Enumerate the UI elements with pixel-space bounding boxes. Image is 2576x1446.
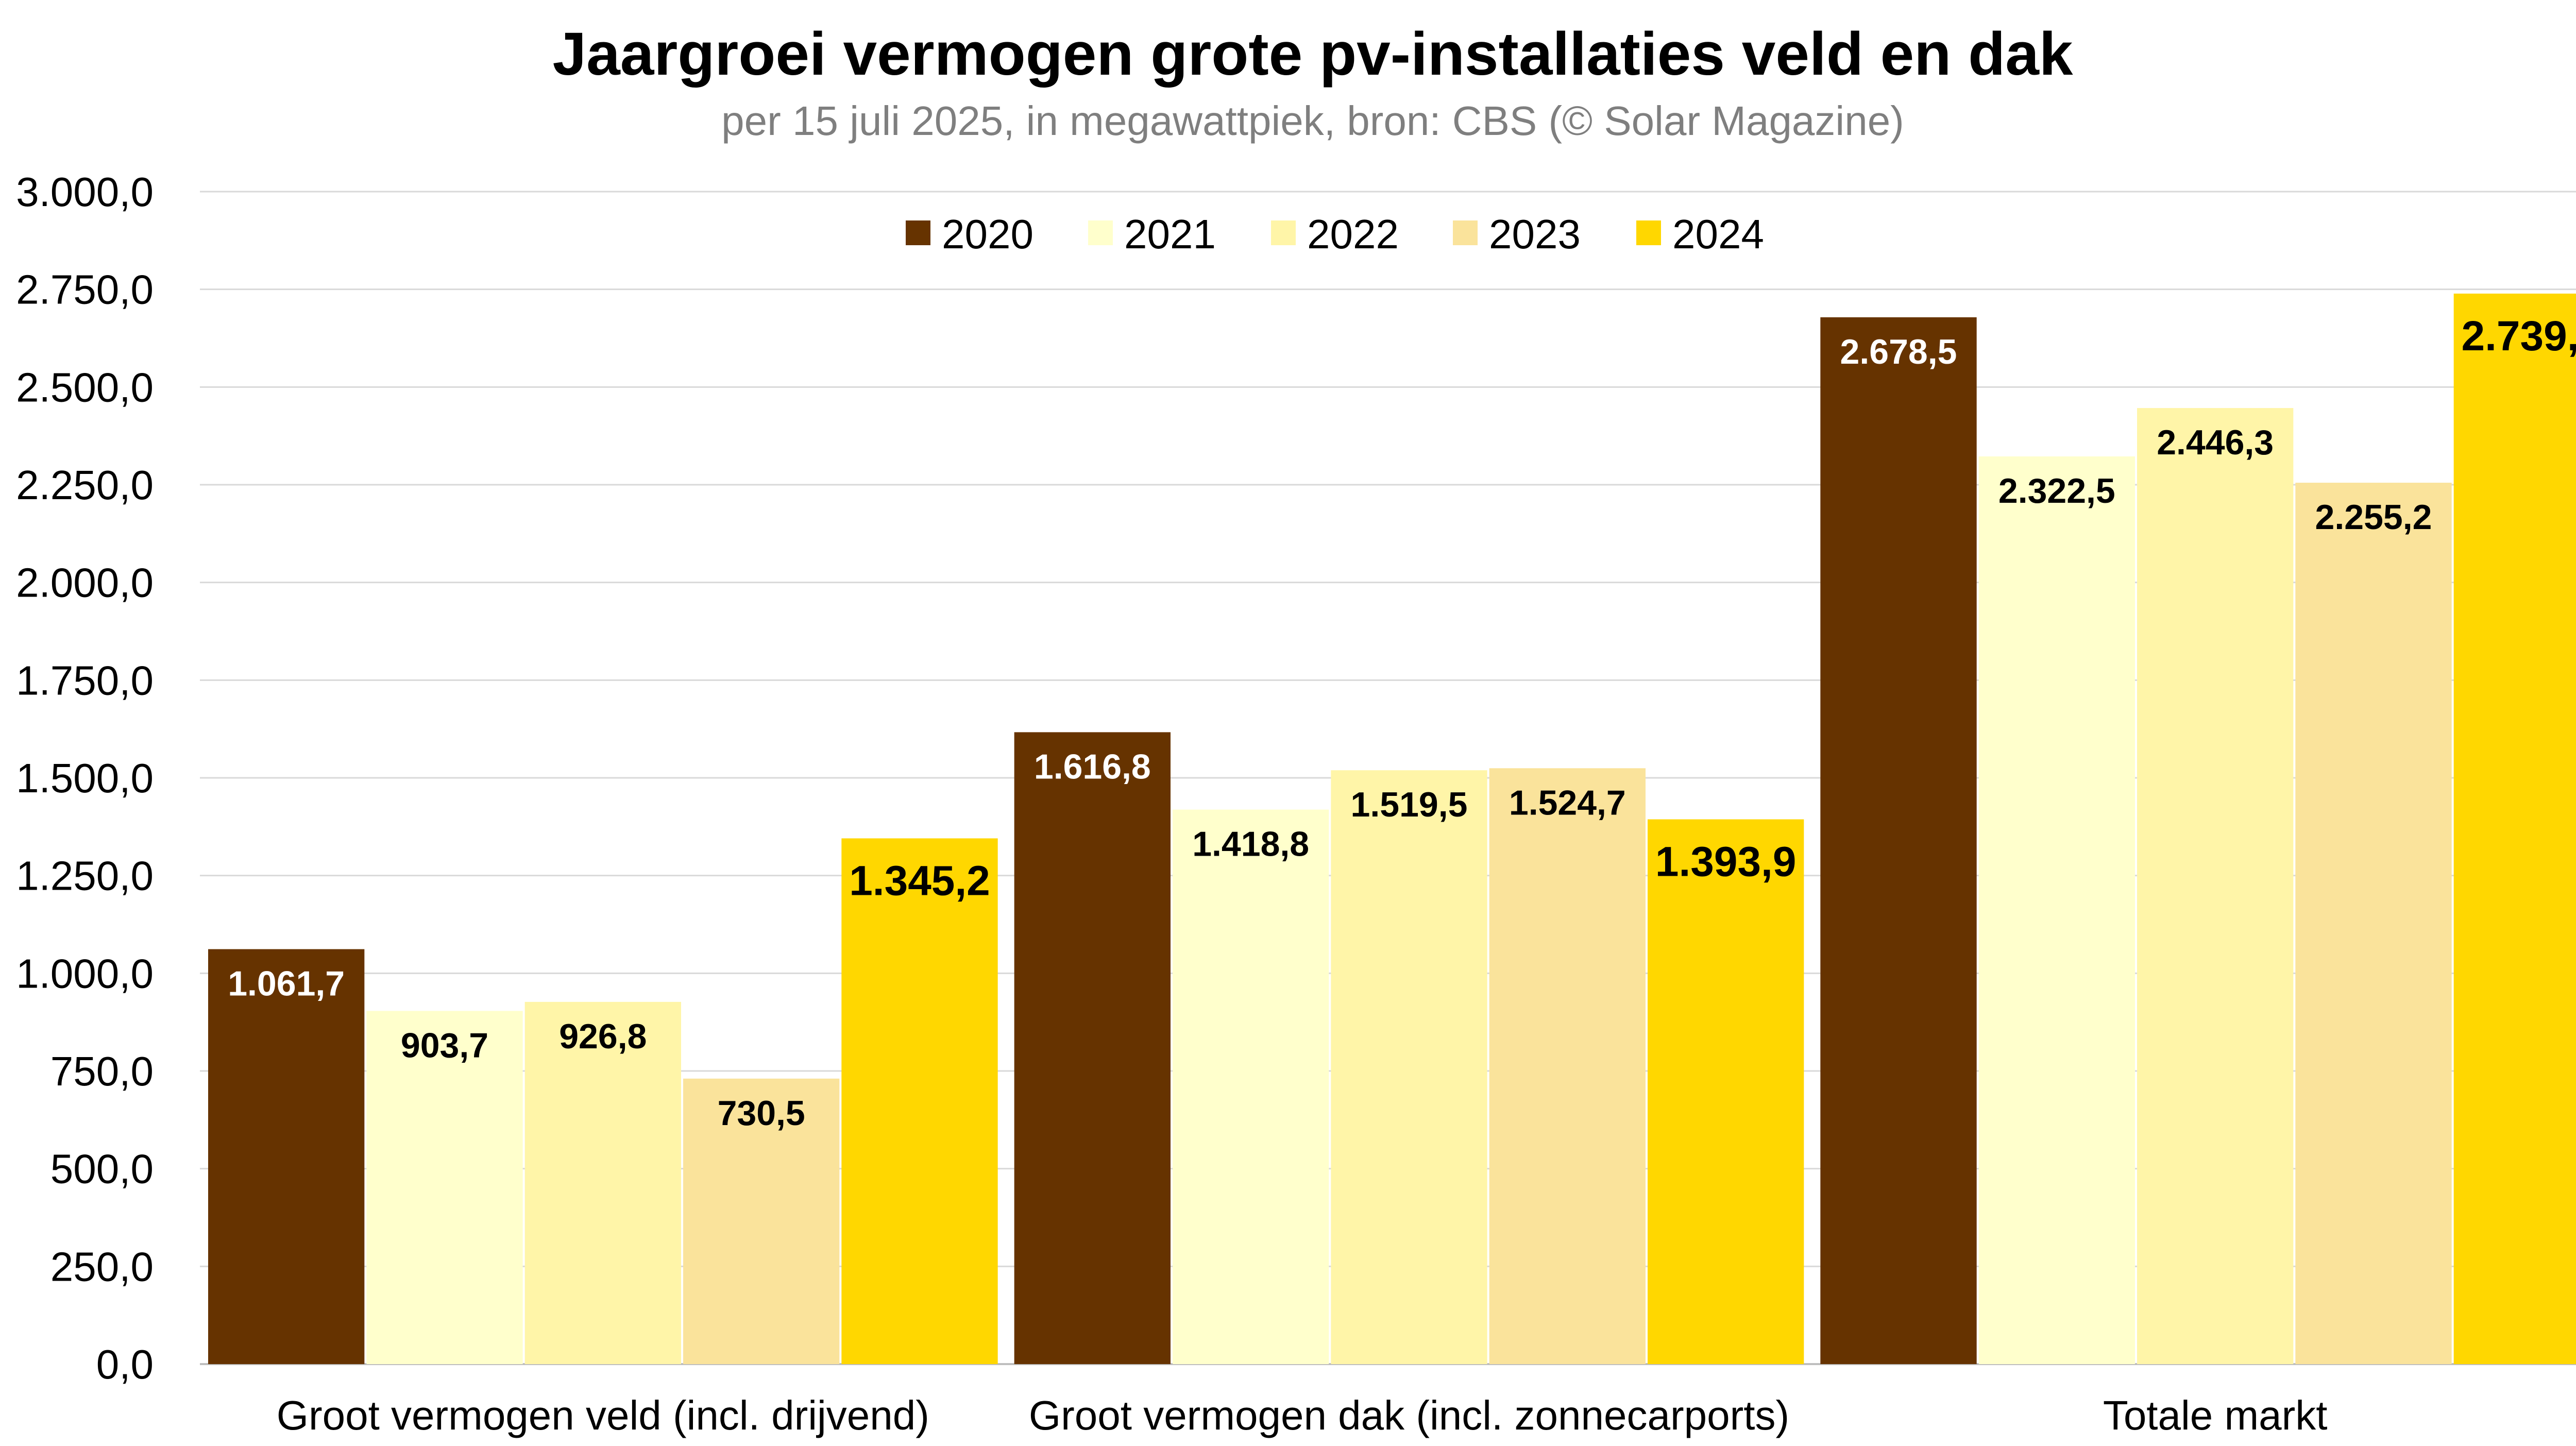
y-tick-label: 500,0 — [50, 1146, 154, 1192]
legend-item-2024: 2024 — [1636, 211, 1764, 257]
data-label: 926,8 — [559, 1017, 647, 1056]
legend-swatch — [1088, 220, 1113, 245]
bar-2022-1 — [524, 1001, 681, 1364]
y-tick-label: 2.250,0 — [16, 462, 154, 508]
legend-item-2023: 2023 — [1453, 211, 1581, 257]
x-category-label: Groot vermogen dak (incl. zonnecarports) — [1029, 1392, 1789, 1438]
data-label: 2.446,3 — [2157, 423, 2274, 462]
y-tick-label: 0,0 — [96, 1341, 154, 1387]
legend-label: 2024 — [1672, 211, 1764, 257]
legend: 2020 2021 2022 2023 2024 — [906, 211, 1764, 257]
y-tick-label: 3.000,0 — [16, 169, 154, 215]
y-tick-label: 1.750,0 — [16, 657, 154, 703]
chart-title: Jaargroei vermogen grote pv-installaties… — [552, 20, 2073, 88]
data-labels: 1.061,7 903,7 926,8 730,5 1.345,2 1.616,8 1.41… — [228, 313, 2576, 1133]
legend-label: 2023 — [1489, 211, 1581, 257]
data-label: 903,7 — [401, 1026, 488, 1065]
x-category-label: Totale markt — [2103, 1392, 2328, 1438]
data-label: 1.616,8 — [1034, 747, 1151, 786]
bar-2024-1 — [841, 838, 998, 1364]
data-label: 1.393,9 — [1655, 838, 1797, 885]
legend-swatch — [1271, 220, 1296, 245]
y-tick-label: 2.000,0 — [16, 560, 154, 606]
data-label: 1.519,5 — [1351, 785, 1468, 824]
legend-item-2022: 2022 — [1271, 211, 1399, 257]
bar-2021-2 — [1173, 809, 1329, 1364]
legend-label: 2022 — [1307, 211, 1399, 257]
bar-2020-1 — [208, 949, 365, 1364]
bar-2024-2 — [1648, 819, 1804, 1364]
bar-2023-3 — [2295, 483, 2452, 1364]
y-tick-label: 750,0 — [50, 1048, 154, 1094]
y-tick-label: 2.500,0 — [16, 364, 154, 410]
legend-swatch — [1453, 220, 1478, 245]
bars — [208, 293, 2576, 1365]
bar-2021-3 — [1978, 456, 2135, 1365]
y-axis-tick-labels: 0,0 250,0 500,0 750,0 1.000,0 1.250,0 1.500,0 1… — [16, 169, 154, 1387]
y-tick-label: 250,0 — [50, 1244, 154, 1289]
legend-item-2021: 2021 — [1088, 211, 1216, 257]
bar-2020-2 — [1014, 732, 1171, 1364]
y-tick-label: 1.250,0 — [16, 853, 154, 899]
data-label: 1.345,2 — [849, 857, 990, 904]
bar-2023-1 — [683, 1078, 840, 1364]
legend-swatch — [906, 220, 930, 245]
bar-2021-1 — [366, 1011, 523, 1364]
data-label: 1.418,8 — [1192, 825, 1309, 864]
x-axis-category-labels: Groot vermogen veld (incl. drijvend) Groo… — [277, 1392, 2328, 1438]
bar-2023-2 — [1489, 768, 1646, 1364]
bar-2020-3 — [1820, 317, 1977, 1364]
y-tick-label: 1.000,0 — [16, 950, 154, 996]
legend-item-2020: 2020 — [906, 211, 1033, 257]
x-category-label: Groot vermogen veld (incl. drijvend) — [277, 1392, 929, 1438]
data-label: 1.061,7 — [228, 964, 345, 1003]
data-label: 2.739,1 — [2462, 313, 2576, 360]
y-tick-label: 2.750,0 — [16, 267, 154, 313]
chart-subtitle: per 15 juli 2025, in megawattpiek, bron:… — [721, 98, 1904, 144]
legend-swatch — [1636, 220, 1661, 245]
data-label: 2.255,2 — [2315, 498, 2432, 537]
data-label: 2.678,5 — [1840, 332, 1957, 371]
data-label: 2.322,5 — [1998, 471, 2115, 511]
bar-2024-3 — [2453, 293, 2576, 1365]
legend-label: 2020 — [942, 211, 1033, 257]
data-label: 730,5 — [718, 1094, 805, 1133]
bar-2022-2 — [1331, 770, 1487, 1364]
legend-label: 2021 — [1124, 211, 1216, 257]
data-label: 1.524,7 — [1509, 783, 1626, 822]
y-tick-label: 1.500,0 — [16, 755, 154, 801]
bar-2022-3 — [2137, 408, 2294, 1364]
